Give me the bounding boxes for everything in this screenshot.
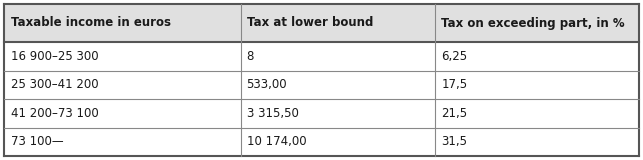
Text: 17,5: 17,5 [442,78,467,91]
Bar [240,99,435,128]
Bar [240,42,435,71]
Text: 21,5: 21,5 [442,107,467,120]
Text: 6,25: 6,25 [442,50,467,63]
Bar [435,99,639,128]
Text: Tax on exceeding part, in %: Tax on exceeding part, in % [442,16,625,29]
Text: Tax at lower bound: Tax at lower bound [246,16,373,29]
Bar [240,4,435,42]
Text: 31,5: 31,5 [442,135,467,148]
Bar [240,71,435,99]
Text: 3 315,50: 3 315,50 [246,107,298,120]
Bar [4,99,240,128]
Text: 8: 8 [246,50,254,63]
Text: 10 174,00: 10 174,00 [246,135,306,148]
Bar [4,42,240,71]
Bar [4,71,240,99]
Text: 533,00: 533,00 [246,78,287,91]
Bar [240,128,435,156]
Text: 25 300–41 200: 25 300–41 200 [11,78,99,91]
Bar [435,128,639,156]
Bar [4,4,240,42]
Bar [435,71,639,99]
Bar [435,42,639,71]
Text: 41 200–73 100: 41 200–73 100 [11,107,99,120]
Bar [435,4,639,42]
Text: 16 900–25 300: 16 900–25 300 [11,50,99,63]
Bar [4,128,240,156]
Text: Taxable income in euros: Taxable income in euros [11,16,171,29]
Text: 73 100—: 73 100— [11,135,64,148]
